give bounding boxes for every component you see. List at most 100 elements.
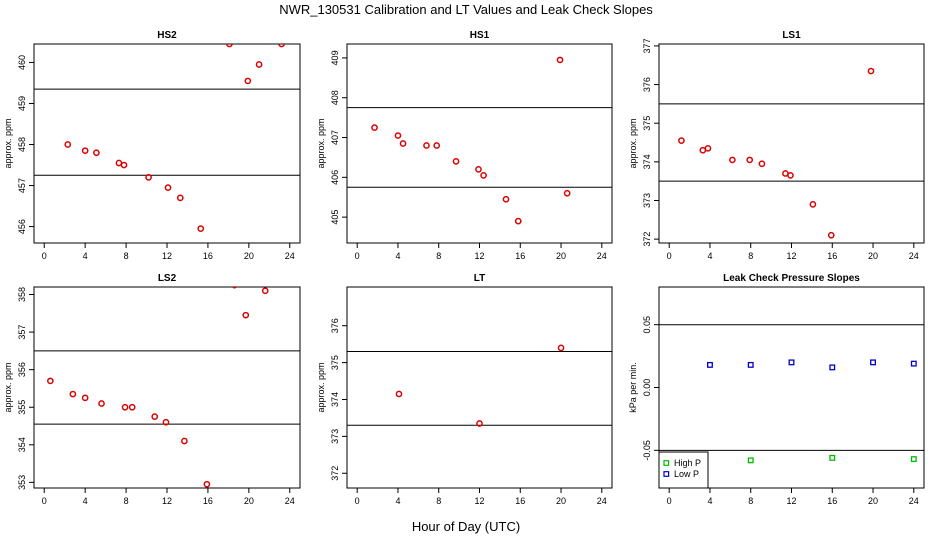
data-point <box>181 437 188 445</box>
plot-frame <box>33 286 301 489</box>
data-point <box>197 225 205 232</box>
y-tick-label: 372 <box>642 232 652 247</box>
x-tick-label: 12 <box>474 496 484 506</box>
data-point <box>203 480 211 488</box>
data-point <box>729 156 736 164</box>
data-point <box>758 160 766 168</box>
data-point <box>151 413 159 420</box>
y-tick-label: 374 <box>330 392 340 407</box>
data-point <box>502 195 510 203</box>
x-tick-label: 0 <box>355 496 360 506</box>
y-tick-label: 374 <box>642 154 652 169</box>
y-axis-label: approx. ppm <box>3 118 13 168</box>
x-tick-label: 12 <box>786 251 796 261</box>
data-point <box>121 403 129 411</box>
y-tick-label: 407 <box>330 130 340 145</box>
x-tick-label: 4 <box>707 251 712 261</box>
data-point <box>395 390 403 398</box>
data-point <box>476 420 483 427</box>
data-point <box>809 201 817 208</box>
panel-6: Leak Check Pressure Slopes 0 4 8 12 16 20 24 -0.… <box>628 273 925 506</box>
x-tick-label: 0 <box>42 496 47 506</box>
data-point <box>514 217 522 225</box>
figure-title: NWR_130531 Calibration and LT Values and… <box>279 2 653 17</box>
y-tick-label: 377 <box>642 38 652 53</box>
x-tick-label: 8 <box>436 496 441 506</box>
data-point <box>162 418 170 426</box>
data-point <box>704 144 712 152</box>
data-point <box>371 124 378 131</box>
data-point <box>910 456 917 463</box>
panel-title: HS1 <box>470 30 490 41</box>
data-point <box>69 390 77 398</box>
y-tick-label: 358 <box>17 287 27 302</box>
panel-4: LS2 0 4 8 12 16 20 24 353 354 355 356 357 358 approx. … <box>3 273 301 506</box>
x-tick-label: 24 <box>909 251 919 261</box>
y-tick-label: 459 <box>17 96 27 111</box>
data-point <box>242 311 250 319</box>
y-tick-label: 373 <box>642 193 652 208</box>
legend-marker <box>663 460 670 466</box>
data-point <box>707 361 713 368</box>
data-point <box>870 359 876 366</box>
data-point <box>399 140 407 147</box>
data-point <box>231 287 238 289</box>
data-point <box>787 172 794 179</box>
data-point <box>394 132 402 139</box>
data-point <box>678 137 685 144</box>
y-tick-label: 355 <box>17 400 27 415</box>
data-point <box>81 394 89 402</box>
x-tick-label: 16 <box>203 496 213 506</box>
data-point <box>867 67 875 75</box>
x-tick-label: 16 <box>515 251 525 261</box>
x-tick-label: 0 <box>667 251 672 261</box>
x-tick-label: 12 <box>162 251 172 261</box>
data-point <box>81 147 89 155</box>
x-tick-label: 20 <box>556 496 566 506</box>
x-tick-label: 20 <box>868 496 878 506</box>
panel-1: HS2 0 4 8 12 16 20 24 456 457 458 459 460 approx. ppm <box>3 30 301 261</box>
data-point <box>128 403 136 411</box>
data-points <box>395 344 565 427</box>
panel-title: LT <box>474 273 485 284</box>
data-point <box>145 174 152 181</box>
x-tick-label: 12 <box>786 496 796 506</box>
data-point <box>64 141 72 148</box>
y-axis-label: approx. ppm <box>316 118 326 168</box>
y-tick-label: 409 <box>330 50 340 65</box>
data-point <box>563 189 571 197</box>
x-tick-label: 4 <box>395 496 400 506</box>
x-tick-label: 8 <box>436 251 441 261</box>
x-tick-label: 16 <box>515 496 525 506</box>
data-point <box>423 142 430 149</box>
x-tick-label: 16 <box>827 251 837 261</box>
x-tick-label: 0 <box>667 496 672 506</box>
data-points <box>707 359 917 464</box>
plot-frame <box>346 43 613 244</box>
x-tick-label: 0 <box>42 251 47 261</box>
data-point <box>452 158 460 165</box>
legend-label: High P <box>674 458 701 468</box>
legend-marker <box>663 471 670 477</box>
y-tick-label: 456 <box>17 219 27 234</box>
y-tick-label: -0.05 <box>642 440 652 461</box>
legend-label: Low P <box>674 469 699 479</box>
panel-title: Leak Check Pressure Slopes <box>723 273 860 284</box>
y-axis-label: kPa per min. <box>628 362 638 413</box>
data-point <box>747 361 754 368</box>
y-tick-label: 457 <box>17 178 27 193</box>
data-point <box>93 149 100 157</box>
x-tick-label: 20 <box>244 496 254 506</box>
panel-2: HS1 0 4 8 12 16 20 24 405 406 407 408 409 approx. ppm <box>316 30 613 261</box>
x-tick-label: 20 <box>868 251 878 261</box>
data-point <box>829 454 836 461</box>
data-point <box>244 77 252 85</box>
panel-title: LS1 <box>782 30 801 41</box>
x-tick-label: 16 <box>203 251 213 261</box>
data-point <box>557 344 565 352</box>
plot-frame <box>658 43 925 244</box>
data-points <box>47 287 269 488</box>
panels: HS2 0 4 8 12 16 20 24 456 457 458 459 460 approx. ppm… <box>3 30 925 506</box>
y-tick-label: 354 <box>17 437 27 452</box>
data-point <box>164 184 172 191</box>
